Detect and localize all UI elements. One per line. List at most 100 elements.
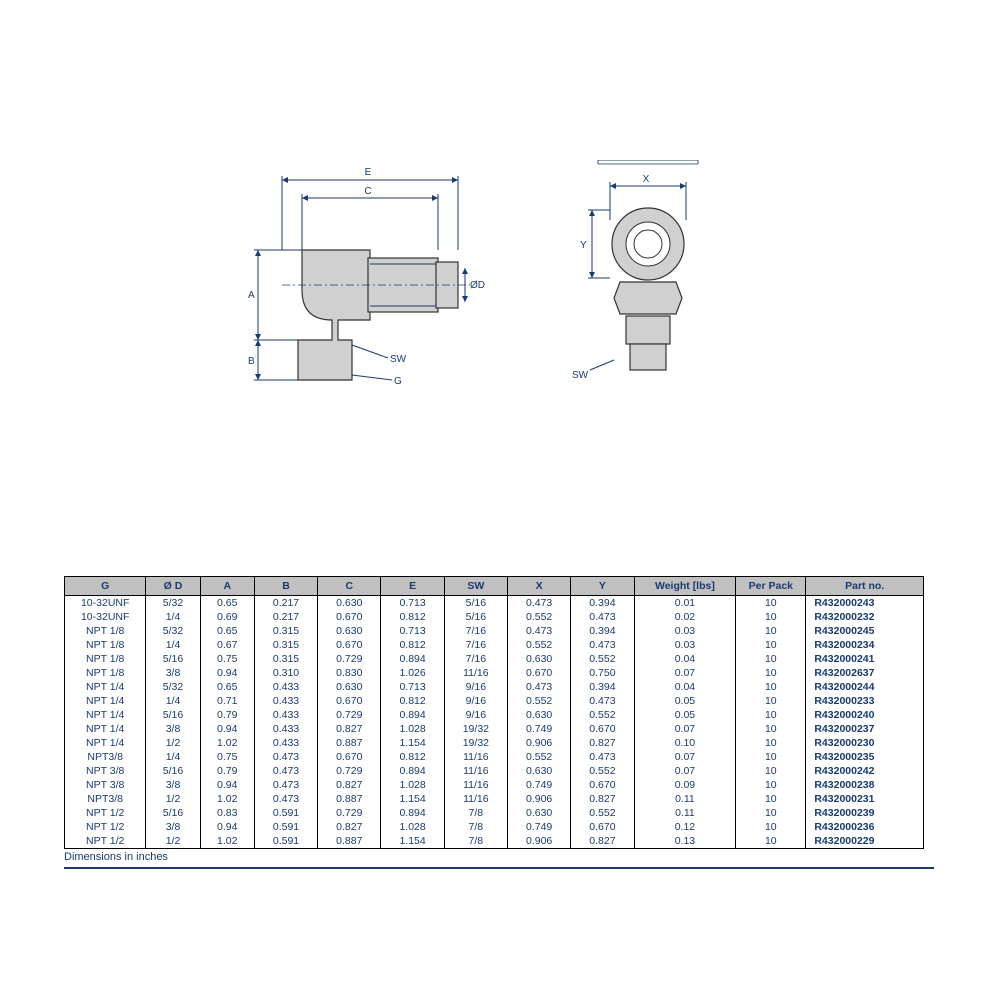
table-cell: 11/16 xyxy=(444,750,507,764)
table-cell: 0.552 xyxy=(571,708,634,722)
table-cell: 1/4 xyxy=(146,638,200,652)
table-cell: 0.433 xyxy=(254,736,317,750)
table-cell: NPT 1/2 xyxy=(65,820,146,834)
table-cell: 1/2 xyxy=(146,792,200,806)
table-row: NPT3/81/21.020.4730.8871.15411/160.9060.… xyxy=(65,792,924,806)
table-cell: 11/16 xyxy=(444,792,507,806)
table-cell: R432000243 xyxy=(806,596,924,611)
table-cell: 0.750 xyxy=(571,666,634,680)
table-cell: 0.394 xyxy=(571,596,634,611)
table-cell: 0.906 xyxy=(508,736,571,750)
table-cell: 0.07 xyxy=(634,750,736,764)
table-cell: 0.07 xyxy=(634,722,736,736)
table-row: NPT 1/83/80.940.3100.8301.02611/160.6700… xyxy=(65,666,924,680)
table-cell: NPT 1/8 xyxy=(65,638,146,652)
dim-b-label: B xyxy=(248,356,255,367)
table-cell: NPT 1/4 xyxy=(65,722,146,736)
table-header-row: GØ DABCESWXYWeight [lbs]Per PackPart no. xyxy=(65,577,924,596)
table-cell: 10 xyxy=(736,834,806,849)
table-cell: 0.04 xyxy=(634,680,736,694)
table-cell: 9/16 xyxy=(444,694,507,708)
table-cell: NPT 1/4 xyxy=(65,694,146,708)
table-cell: 0.217 xyxy=(254,596,317,611)
table-cell: 0.552 xyxy=(508,638,571,652)
table-cell: 0.394 xyxy=(571,624,634,638)
table-cell: 0.12 xyxy=(634,820,736,834)
table-cell: R432000241 xyxy=(806,652,924,666)
table-cell: 9/16 xyxy=(444,680,507,694)
table-cell: 0.552 xyxy=(508,750,571,764)
table-cell: NPT 1/4 xyxy=(65,708,146,722)
table-cell: 0.67 xyxy=(200,638,254,652)
table-cell: 1/4 xyxy=(146,750,200,764)
table-cell: 0.03 xyxy=(634,624,736,638)
table-cell: 1/4 xyxy=(146,694,200,708)
table-cell: 0.473 xyxy=(571,750,634,764)
table-cell: 5/32 xyxy=(146,680,200,694)
table-cell: 0.473 xyxy=(254,778,317,792)
table-row: NPT 1/85/160.750.3150.7290.8947/160.6300… xyxy=(65,652,924,666)
table-cell: 0.630 xyxy=(318,596,381,611)
table-cell: 10 xyxy=(736,610,806,624)
table-cell: 0.217 xyxy=(254,610,317,624)
table-cell: 7/16 xyxy=(444,638,507,652)
table-cell: 0.01 xyxy=(634,596,736,611)
table-cell: 0.630 xyxy=(508,764,571,778)
dim-x-label: X xyxy=(643,174,650,185)
table-row: NPT 1/45/320.650.4330.6300.7139/160.4730… xyxy=(65,680,924,694)
table-cell: 10 xyxy=(736,652,806,666)
table-cell: 1/2 xyxy=(146,834,200,849)
table-cell: 0.812 xyxy=(381,694,444,708)
table-cell: 11/16 xyxy=(444,778,507,792)
table-cell: 0.473 xyxy=(508,680,571,694)
table-cell: 0.591 xyxy=(254,834,317,849)
table-cell: 0.433 xyxy=(254,708,317,722)
table-cell: 0.670 xyxy=(318,694,381,708)
table-cell: 5/16 xyxy=(146,652,200,666)
table-header-cell: Ø D xyxy=(146,577,200,596)
table-cell: 0.894 xyxy=(381,806,444,820)
table-cell: 9/16 xyxy=(444,708,507,722)
table-cell: 0.473 xyxy=(571,610,634,624)
table-cell: 0.315 xyxy=(254,638,317,652)
table-cell: 11/16 xyxy=(444,764,507,778)
table-cell: 0.11 xyxy=(634,792,736,806)
table-cell: 0.729 xyxy=(318,652,381,666)
table-cell: 0.03 xyxy=(634,638,736,652)
table-header-cell: G xyxy=(65,577,146,596)
technical-diagram: E C ØD xyxy=(200,160,800,440)
table-cell: 10 xyxy=(736,764,806,778)
table-row: NPT 1/25/160.830.5910.7290.8947/80.6300.… xyxy=(65,806,924,820)
table-cell: 3/8 xyxy=(146,722,200,736)
table-cell: 0.473 xyxy=(508,596,571,611)
dim-a-label: A xyxy=(248,290,255,301)
table-cell: 0.591 xyxy=(254,806,317,820)
table-cell: 10 xyxy=(736,750,806,764)
table-cell: NPT 1/8 xyxy=(65,624,146,638)
table-cell: 7/8 xyxy=(444,834,507,849)
table-cell: R432000238 xyxy=(806,778,924,792)
table-cell: 0.75 xyxy=(200,750,254,764)
dim-e-label: E xyxy=(365,167,372,178)
table-cell: 0.887 xyxy=(318,834,381,849)
table-cell: 0.71 xyxy=(200,694,254,708)
table-cell: R432000239 xyxy=(806,806,924,820)
table-cell: 0.65 xyxy=(200,680,254,694)
table-cell: R432000245 xyxy=(806,624,924,638)
table-cell: 1.026 xyxy=(381,666,444,680)
dim-c-label: C xyxy=(364,186,371,197)
table-row: NPT 1/41/21.020.4330.8871.15419/320.9060… xyxy=(65,736,924,750)
table-cell: 0.630 xyxy=(508,806,571,820)
table-cell: 0.713 xyxy=(381,624,444,638)
table-cell: 0.79 xyxy=(200,764,254,778)
table-cell: 0.749 xyxy=(508,778,571,792)
table-cell: 0.749 xyxy=(508,820,571,834)
table-cell: NPT 1/4 xyxy=(65,680,146,694)
table-header-cell: Part no. xyxy=(806,577,924,596)
table-cell: 0.630 xyxy=(318,680,381,694)
table-cell: 0.812 xyxy=(381,610,444,624)
table-cell: 10 xyxy=(736,736,806,750)
table-cell: 0.310 xyxy=(254,666,317,680)
table-cell: 3/8 xyxy=(146,820,200,834)
table-cell: 0.09 xyxy=(634,778,736,792)
